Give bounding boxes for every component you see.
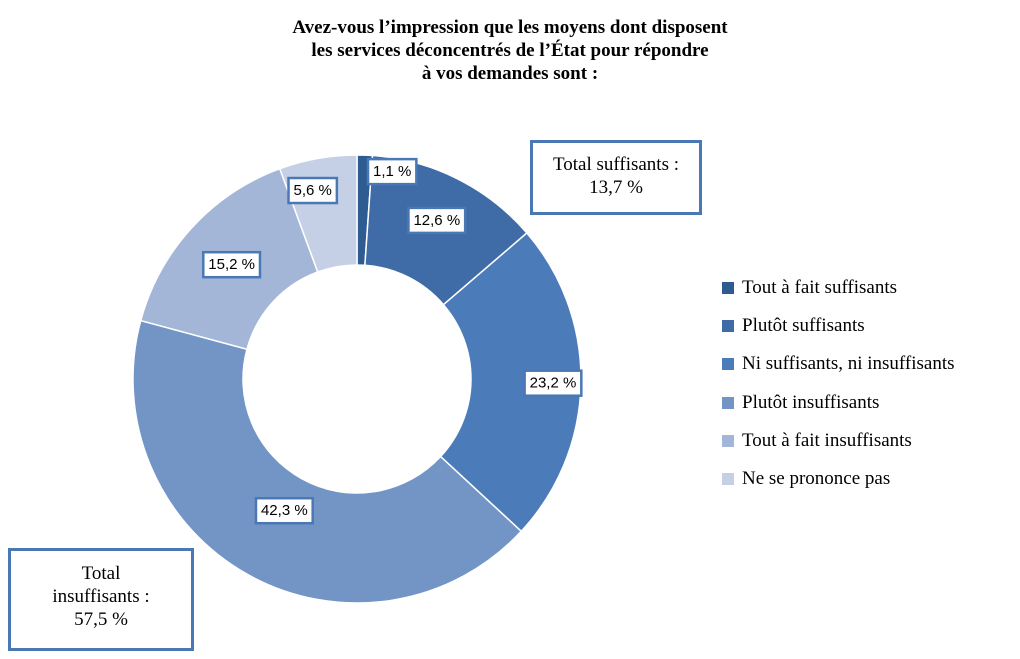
total-insufficient-value: 57,5 % [74, 609, 128, 630]
slice-value-box [523, 369, 583, 397]
legend-label: Plutôt suffisants [742, 315, 865, 337]
slice-value-label: 15,2 % [202, 250, 262, 279]
donut-slices [132, 154, 582, 604]
slice-value-label: 5,6 % [287, 176, 339, 205]
legend-item: Plutôt insuffisants [722, 384, 955, 422]
legend-item: Tout à fait suffisants [722, 269, 955, 307]
total-sufficient-label: Total suffisants : [552, 154, 680, 175]
slice-value-text: 12,6 % [413, 212, 460, 229]
legend-swatch [722, 434, 734, 447]
legend-swatch [722, 396, 734, 409]
legend-swatch [722, 282, 734, 295]
slice-value-box [254, 496, 314, 525]
total-sufficient-annotation: Total suffisants : 13,7 % [530, 140, 702, 215]
slice-value-text: 5,6 % [294, 182, 332, 199]
slice-value-box [407, 206, 467, 235]
legend-swatch [722, 473, 734, 486]
donut-slice [132, 319, 523, 604]
slice-value-label: 23,2 % [523, 369, 583, 397]
slice-value-text: 42,3 % [261, 502, 308, 519]
legend-swatch [722, 320, 734, 333]
slice-value-box [366, 157, 418, 186]
chart-title-line: les services déconcentrés de l’État pour… [311, 40, 709, 61]
legend-label: Ne se prononce pas [742, 468, 891, 490]
legend-swatch [722, 358, 734, 371]
slice-value-label: 12,6 % [407, 206, 467, 235]
slice-value-label: 1,1 % [366, 157, 418, 186]
legend-label: Tout à fait suffisants [742, 277, 898, 299]
slice-value-text: 1,1 % [373, 163, 411, 180]
legend-label: Tout à fait insuffisants [742, 429, 912, 451]
chart-legend: Tout à fait suffisants Plutôt suffisants… [722, 269, 955, 498]
chart-title-line: à vos demandes sont : [421, 63, 599, 84]
legend-item: Tout à fait insuffisants [722, 422, 955, 460]
chart-title-line: Avez-vous l’impression que les moyens do… [292, 17, 728, 38]
slice-value-text: 23,2 % [530, 375, 577, 392]
total-insufficient-annotation: Total insuffisants : 57,5 % [8, 548, 194, 651]
slice-value-label: 42,3 % [254, 496, 314, 525]
legend-item: Plutôt suffisants [722, 307, 955, 345]
total-insufficient-label: insuffisants : [52, 586, 150, 607]
total-insufficient-label: Total [81, 563, 121, 584]
legend-item: Ni suffisants, ni insuffisants [722, 345, 955, 383]
donut-slice [439, 231, 582, 533]
total-sufficient-value: 13,7 % [589, 177, 643, 198]
slice-value-text: 15,2 % [208, 256, 255, 273]
legend-item: Ne se prononce pas [722, 460, 955, 498]
legend-label: Ni suffisants, ni insuffisants [742, 353, 955, 375]
chart-title: Avez-vous l’impression que les moyens do… [160, 16, 860, 85]
slice-value-box [202, 250, 262, 279]
slice-value-box [287, 176, 339, 205]
donut-value-labels: 1,1 % 12,6 % 23,2 % 42,3 % 15,2 % 5,6 % [202, 157, 583, 525]
legend-label: Plutôt insuffisants [742, 391, 880, 413]
